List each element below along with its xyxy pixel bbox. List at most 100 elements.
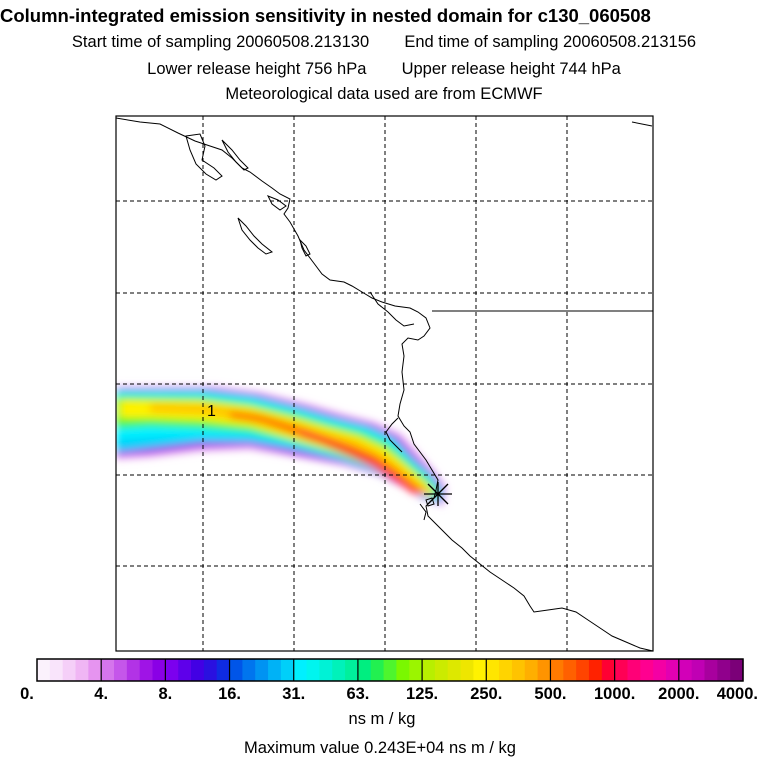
colorbar-cell xyxy=(588,659,603,681)
colorbar-cell xyxy=(255,659,269,681)
sensitivity-plume xyxy=(116,386,446,506)
colorbar-tick-label: 8. xyxy=(158,685,172,703)
colorbar-cell xyxy=(229,659,243,681)
colorbar-cell xyxy=(409,659,423,681)
border-line-top xyxy=(631,121,653,127)
plume-marker-label: 1 xyxy=(207,403,216,420)
colorbar-tick-label: 0. xyxy=(20,685,34,703)
plume-band xyxy=(150,404,430,495)
coastline-island-2 xyxy=(237,217,274,255)
colorbar-tick-label: 31. xyxy=(282,685,305,703)
colorbar-cell xyxy=(293,659,308,681)
map-frame xyxy=(115,115,654,652)
colorbar-tick-label: 4. xyxy=(94,685,108,703)
colorbar-cell xyxy=(614,659,629,681)
colorbar-cell xyxy=(396,659,410,681)
colorbar-cell xyxy=(434,659,449,681)
colorbar-cell xyxy=(139,659,154,681)
colorbar-tick-label: 1000. xyxy=(594,685,635,703)
colorbar-cell xyxy=(537,659,552,681)
maximum-value-line: Maximum value 0.243E+04 ns m / kg xyxy=(0,739,764,758)
colorbar-cell xyxy=(191,659,205,681)
colorbar-cell xyxy=(268,659,282,681)
colorbar-cell xyxy=(640,659,654,681)
coastline-island-1 xyxy=(185,133,223,181)
colorbar-cell xyxy=(563,659,577,681)
colorbar-tick-label: 2000. xyxy=(658,685,699,703)
colorbar xyxy=(36,658,744,682)
release-point-marker xyxy=(424,482,452,506)
colorbar-cell xyxy=(473,659,487,681)
coastline-island-3 xyxy=(425,497,435,507)
colorbar-cell xyxy=(88,659,102,681)
end-time-label: End time of sampling xyxy=(404,33,559,51)
colorbar-frame xyxy=(36,658,744,682)
colorbar-cell xyxy=(101,659,115,681)
sampling-times: Start time of sampling 20060508.213130 E… xyxy=(0,33,768,52)
colorbar-cell xyxy=(114,659,128,681)
coastline-island-5 xyxy=(266,195,287,211)
colorbar-cell xyxy=(717,659,731,681)
coastline-island-6 xyxy=(299,238,311,257)
map-panel: 1 xyxy=(116,116,653,651)
colorbar-cell xyxy=(550,659,564,681)
colorbar-tick-labels: 0. 4. 8. 16. 31. 63. 125. 250. 500. 1000. 2000. 400… xyxy=(20,685,758,703)
colorbar-cell xyxy=(203,659,218,681)
colorbar-cell xyxy=(49,659,64,681)
colorbar-cell xyxy=(601,659,616,681)
end-time-value: 20060508.213156 xyxy=(563,33,697,51)
colorbar-tick-label: 63. xyxy=(346,685,369,703)
colorbar-cell xyxy=(345,659,359,681)
upper-height-value: 744 hPa xyxy=(559,60,621,78)
colorbar-cell xyxy=(665,659,680,681)
colorbar-cell xyxy=(653,659,667,681)
colorbar-cell xyxy=(511,659,526,681)
colorbar-cell xyxy=(242,659,256,681)
colorbar-cell xyxy=(165,659,179,681)
colorbar-cell xyxy=(678,659,693,681)
colorbar-tick-label: 16. xyxy=(218,685,241,703)
max-value: 0.243E+04 ns m / kg xyxy=(364,739,516,757)
start-time-label: Start time of sampling xyxy=(71,33,232,51)
coastline-mainland xyxy=(116,117,653,651)
coastline-inlet xyxy=(369,291,415,327)
max-value-label: Maximum value xyxy=(244,739,360,757)
colorbar-tick-label: 250. xyxy=(470,685,502,703)
colorbar-cell xyxy=(704,659,718,681)
colorbar-cell xyxy=(332,659,346,681)
colorbar-cell xyxy=(280,659,295,681)
colorbar-tick-label: 4000. xyxy=(717,685,758,703)
colorbar-cell xyxy=(486,659,500,681)
colorbar-cell xyxy=(37,659,51,681)
lower-height-value: 756 hPa xyxy=(304,60,367,78)
start-time-value: 20060508.213130 xyxy=(236,33,370,51)
colorbar-units: ns m / kg xyxy=(348,710,416,728)
colorbar-cell xyxy=(126,659,141,681)
coastline-island-4 xyxy=(221,139,249,171)
colorbar-cell xyxy=(216,659,231,681)
colorbar-cell xyxy=(447,659,462,681)
coastline-bay xyxy=(385,417,403,453)
colorbar-cell xyxy=(691,659,706,681)
colorbar-cell xyxy=(152,659,166,681)
plume-band xyxy=(116,396,438,498)
colorbar-cell xyxy=(499,659,513,681)
colorbar-cell xyxy=(460,659,475,681)
upper-height-label: Upper release height xyxy=(401,60,555,78)
colorbar-cell xyxy=(730,659,744,681)
colorbar-cell xyxy=(62,659,77,681)
plot-title: Column-integrated emission sensitivity i… xyxy=(0,5,651,26)
colorbar-cell xyxy=(383,659,398,681)
colorbar-tick-label: 500. xyxy=(534,685,566,703)
plume-band xyxy=(300,430,422,494)
colorbar-cell xyxy=(422,659,436,681)
colorbar-cell xyxy=(357,659,372,681)
colorbar-cell xyxy=(306,659,320,681)
grid-lines xyxy=(116,116,653,651)
release-heights: Lower release height 756 hPa Upper relea… xyxy=(0,60,768,79)
colorbar-cell xyxy=(75,659,89,681)
colorbar-tick-label: 125. xyxy=(406,685,438,703)
colorbar-cell xyxy=(370,659,385,681)
lower-height-label: Lower release height xyxy=(147,60,301,78)
